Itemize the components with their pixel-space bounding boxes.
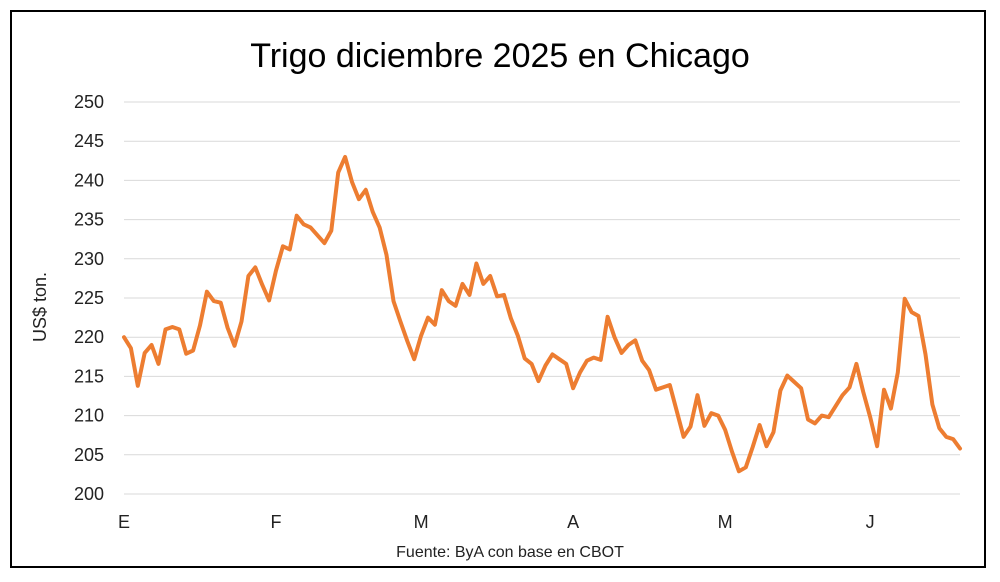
y-tick-label: 250 (74, 92, 104, 112)
y-tick-label: 205 (74, 445, 104, 465)
chart-title: Trigo diciembre 2025 en Chicago (250, 37, 750, 75)
y-axis-ticks: 200 205 210 215 220 225 230 235 240 245 250 (74, 92, 104, 504)
y-tick-label: 210 (74, 406, 104, 426)
x-tick-label: J (866, 512, 875, 532)
y-tick-label: 245 (74, 131, 104, 151)
x-tick-label: M (718, 512, 733, 532)
series-group (122, 154, 962, 474)
x-tick-label: A (567, 512, 579, 532)
chart-frame: Trigo diciembre 2025 en Chicago 200 205 21… (10, 10, 986, 568)
x-tick-label: M (414, 512, 429, 532)
x-tick-label: F (271, 512, 282, 532)
y-tick-label: 235 (74, 210, 104, 230)
y-tick-label: 230 (74, 249, 104, 269)
y-tick-label: 220 (74, 327, 104, 347)
y-tick-label: 200 (74, 484, 104, 504)
x-tick-label: E (118, 512, 130, 532)
line-chart: Trigo diciembre 2025 en Chicago 200 205 21… (30, 37, 962, 561)
y-tick-label: 215 (74, 366, 104, 386)
series-line (122, 154, 962, 474)
y-tick-label: 240 (74, 170, 104, 190)
gridlines (124, 101, 960, 495)
y-tick-label: 225 (74, 288, 104, 308)
source-note: Fuente: ByA con base en CBOT (396, 544, 624, 561)
y-axis-label: US$ ton. (30, 272, 50, 342)
